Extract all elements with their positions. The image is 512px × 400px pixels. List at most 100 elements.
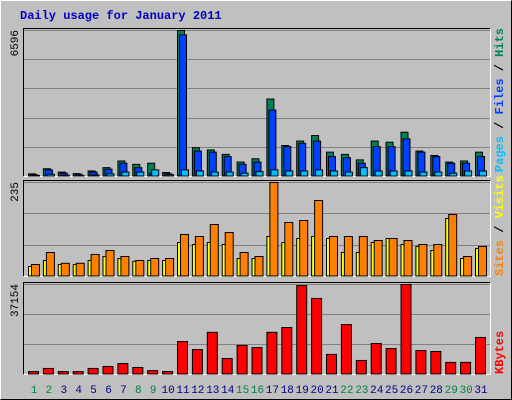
bar-sites xyxy=(75,262,85,277)
bar-pages xyxy=(330,170,338,177)
bar-kbytes xyxy=(311,297,323,375)
legend-separator: / xyxy=(493,57,507,79)
bar-pages xyxy=(374,170,383,177)
x-tick-label: 10 xyxy=(161,385,174,397)
x-tick-label: 27 xyxy=(415,385,428,397)
bar-kbytes xyxy=(415,350,427,375)
bar-sites xyxy=(239,252,249,277)
bar-pages xyxy=(195,170,204,177)
x-tick-label: 13 xyxy=(206,385,219,397)
bar-pages xyxy=(121,171,130,177)
bar-pages xyxy=(151,169,160,177)
x-tick-label: 29 xyxy=(445,385,458,397)
bar-pages xyxy=(255,171,264,177)
bar-sites xyxy=(299,220,309,277)
bar-sites xyxy=(403,240,413,277)
bar-kbytes xyxy=(191,349,203,375)
bar-sites xyxy=(180,234,189,277)
bar-sites xyxy=(463,256,473,277)
bar-sites xyxy=(120,256,130,277)
bar-pages xyxy=(359,167,368,177)
x-tick-label: 18 xyxy=(281,385,294,397)
x-tick-label: 5 xyxy=(90,385,97,397)
bar-pages xyxy=(315,169,324,177)
x-tick-label: 21 xyxy=(325,385,339,397)
bar-sites xyxy=(45,252,55,277)
x-tick-label: 20 xyxy=(310,385,323,397)
bar-kbytes xyxy=(281,327,293,375)
x-tick-label: 6 xyxy=(105,385,112,397)
bar-kbytes xyxy=(177,341,188,375)
y-tick-label: 235 xyxy=(10,182,22,202)
bar-sites xyxy=(314,200,324,277)
bar-kbytes xyxy=(102,366,114,375)
bar-kbytes xyxy=(87,367,99,375)
bar-files xyxy=(268,109,277,177)
bar-sites xyxy=(165,258,175,277)
x-tick-label: 7 xyxy=(120,385,127,397)
bar-pages xyxy=(181,169,189,177)
bar-sites xyxy=(150,258,160,277)
x-tick-label: 23 xyxy=(355,385,368,397)
bar-pages xyxy=(449,172,458,177)
bar-pages xyxy=(61,174,70,177)
bar-kbytes xyxy=(266,331,278,375)
bar-sites xyxy=(388,238,398,277)
bar-kbytes xyxy=(326,353,337,375)
x-tick-label: 14 xyxy=(221,385,235,397)
bar-pages xyxy=(285,170,294,177)
bar-sites xyxy=(373,240,383,277)
panel-bevel-dark xyxy=(23,180,491,277)
y-tick-label: 6596 xyxy=(10,30,22,56)
bar-sites xyxy=(284,222,294,277)
bar-sites xyxy=(269,182,279,277)
x-tick-label: 30 xyxy=(459,385,472,397)
bar-pages xyxy=(300,170,309,177)
bar-sites xyxy=(194,236,204,277)
bar-kbytes xyxy=(132,366,144,375)
bar-sites xyxy=(90,254,100,277)
panel-bevel-dark xyxy=(23,282,491,375)
panel-bevel-light xyxy=(23,282,491,375)
bar-kbytes xyxy=(460,361,472,375)
bar-sites xyxy=(224,232,234,277)
bar-kbytes xyxy=(251,347,263,375)
x-tick-label: 17 xyxy=(266,385,279,397)
legend-separator: / xyxy=(493,218,507,240)
bar-kbytes xyxy=(430,350,442,375)
legend: Pages / Files / Hits xyxy=(493,28,507,172)
bar-pages xyxy=(240,172,249,177)
x-tick-label: 12 xyxy=(191,385,204,397)
bar-sites xyxy=(358,236,368,277)
bar-pages xyxy=(210,171,219,177)
x-tick-label: 19 xyxy=(296,385,309,397)
bar-sites xyxy=(418,244,428,277)
bar-pages xyxy=(166,174,175,177)
bar-pages xyxy=(46,173,55,177)
bar-pages xyxy=(32,174,40,177)
x-tick-label: 1 xyxy=(31,385,38,397)
x-tick-label: 4 xyxy=(75,385,82,397)
bar-kbytes xyxy=(221,358,233,375)
bar-files xyxy=(402,138,411,177)
legend: Sites / Visits xyxy=(493,175,507,276)
bar-files xyxy=(179,34,187,177)
bar-kbytes xyxy=(57,371,69,375)
bar-kbytes xyxy=(340,324,352,375)
y-tick-label: 37154 xyxy=(10,284,22,317)
bar-sites xyxy=(135,260,145,277)
bar-sites xyxy=(105,250,115,277)
bar-sites xyxy=(343,236,353,277)
bar-pages xyxy=(136,171,145,177)
bar-kbytes xyxy=(42,367,54,375)
bar-sites xyxy=(60,262,70,277)
bar-pages xyxy=(404,170,413,177)
bar-kbytes xyxy=(236,344,248,375)
panel-bevel-dark xyxy=(23,28,491,177)
bar-kbytes xyxy=(162,371,174,375)
legend-separator: / xyxy=(493,114,507,136)
x-tick-label: 24 xyxy=(370,385,384,397)
legend-entry: Pages xyxy=(493,136,507,172)
bar-sites xyxy=(31,264,40,277)
